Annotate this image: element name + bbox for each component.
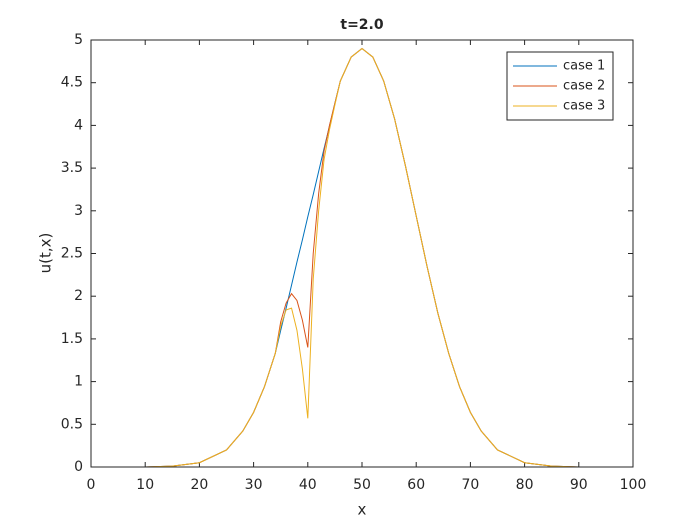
x-tick-label: 40 (299, 477, 317, 493)
y-tick-label: 5 (74, 32, 83, 48)
legend-label: case 2 (563, 79, 605, 94)
y-axis-label: u(t,x) (37, 233, 55, 274)
legend-label: case 3 (563, 99, 605, 114)
y-tick-label: 0.5 (61, 416, 83, 432)
x-tick-label: 30 (245, 477, 263, 493)
x-tick-label: 50 (353, 477, 371, 493)
chart-title: t=2.0 (340, 17, 383, 33)
y-tick-label: 4 (74, 117, 83, 133)
y-tick-label: 1 (74, 374, 83, 390)
y-tick-label: 3.5 (61, 160, 83, 176)
x-tick-label: 20 (190, 477, 208, 493)
legend-label: case 1 (563, 59, 605, 74)
data-line (91, 47, 633, 468)
x-tick-label: 100 (620, 477, 647, 493)
x-axis-label: x (358, 501, 367, 519)
x-tick-label: 60 (407, 477, 425, 493)
y-tick-label: 2.5 (61, 246, 83, 262)
y-tick-label: 3 (74, 203, 83, 219)
x-tick-label: 90 (570, 477, 588, 493)
x-tick-label: 10 (136, 477, 154, 493)
x-tick-label: 70 (461, 477, 479, 493)
x-tick-label: 80 (516, 477, 534, 493)
y-tick-label: 1.5 (61, 331, 83, 347)
axes-box (90, 39, 634, 468)
y-tick-label: 2 (74, 288, 83, 304)
legend: case 1 case 2 case 3 (506, 51, 614, 121)
x-tick-label: 0 (87, 477, 96, 493)
y-tick-label: 4.5 (61, 75, 83, 91)
y-tick-label: 0 (74, 459, 83, 475)
